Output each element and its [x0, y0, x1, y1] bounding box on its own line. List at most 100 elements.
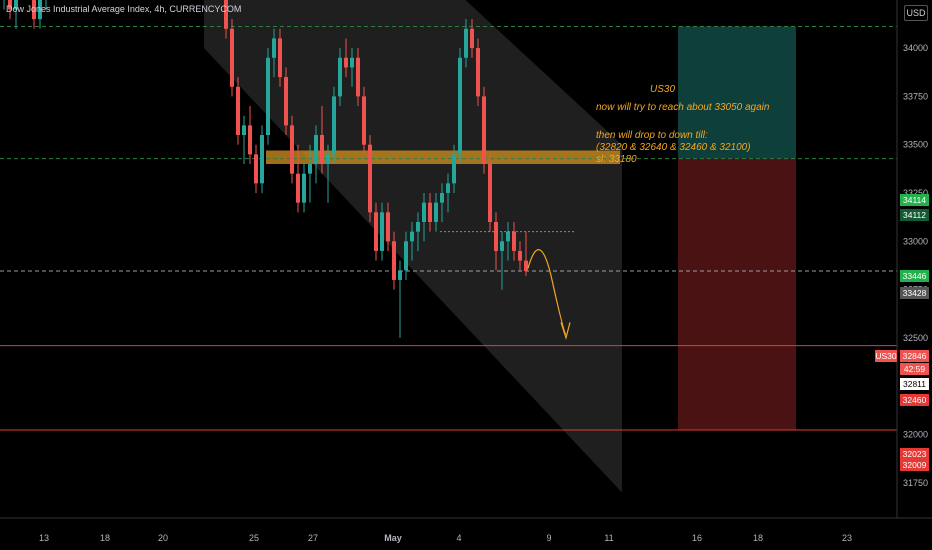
price-label: 32811 — [903, 379, 926, 389]
candle-body — [242, 125, 246, 136]
candle-body — [326, 154, 330, 165]
x-tick-label: 4 — [456, 533, 461, 543]
chart-title: Dow Jones Industrial Average Index, 4h, … — [6, 4, 242, 14]
candle-body — [278, 38, 282, 78]
candle-body — [392, 241, 396, 280]
price-label-box — [900, 287, 929, 299]
candle-body — [464, 28, 468, 58]
candle-body — [410, 231, 414, 242]
x-tick-label: 13 — [39, 533, 49, 543]
price-label: 32460 — [903, 395, 927, 405]
price-label: 33446 — [903, 271, 927, 281]
y-tick-label: 34000 — [903, 43, 928, 53]
price-label: 32023 — [903, 449, 927, 459]
candle-body — [512, 231, 516, 251]
candle-body — [302, 173, 306, 203]
candle-body — [422, 202, 426, 222]
x-tick-label: 11 — [604, 533, 613, 543]
x-tick-label: 23 — [842, 533, 852, 543]
candle-body — [248, 125, 252, 155]
y-tick-label: 33500 — [903, 140, 928, 150]
candle-body — [284, 77, 288, 126]
x-tick-label: 16 — [692, 533, 702, 543]
y-tick-label: 33250 — [903, 188, 928, 198]
annotation-heading: US30 — [650, 84, 676, 95]
candle-body — [356, 57, 360, 97]
projection-arrow — [527, 249, 567, 335]
x-tick-label: 9 — [546, 533, 551, 543]
candle-body — [320, 135, 324, 165]
candle-body — [254, 154, 258, 184]
target-zone — [678, 26, 796, 159]
candle-body — [38, 0, 42, 20]
candle-body — [344, 57, 348, 68]
x-tick-label: 20 — [158, 533, 168, 543]
candle-body — [332, 96, 336, 155]
annotation-line4: sl: 33180 — [596, 154, 637, 165]
projection-arrowhead — [560, 322, 571, 341]
price-label: 32009 — [903, 460, 927, 470]
x-tick-label: 27 — [308, 533, 318, 543]
candle-body — [368, 144, 372, 213]
candle-body — [506, 231, 510, 242]
price-label-box — [900, 270, 929, 282]
candle-body — [32, 0, 36, 20]
price-label: 33428 — [903, 288, 927, 298]
candle-body — [230, 28, 234, 87]
descending-channel — [204, 0, 622, 493]
y-tick-label: 33000 — [903, 236, 928, 246]
candle-body — [374, 212, 378, 251]
candle-body — [518, 250, 522, 261]
candle-body — [446, 183, 450, 193]
x-tick-label: 25 — [249, 533, 259, 543]
x-tick-label: May — [384, 533, 402, 543]
candle-body — [404, 241, 408, 271]
y-tick-label: 33750 — [903, 91, 928, 101]
candle-body — [500, 241, 504, 251]
price-label-box — [900, 378, 929, 390]
price-label: 34114 — [903, 195, 926, 205]
candle-body — [290, 125, 294, 174]
annotation-line1: now will try to reach about 33050 again — [596, 102, 770, 113]
price-label-box — [900, 209, 929, 221]
candle-body — [398, 270, 402, 280]
candle-body — [266, 57, 270, 136]
price-label-box — [900, 194, 929, 206]
price-label-box — [900, 459, 929, 471]
candle-body — [440, 193, 444, 203]
price-label-box — [900, 363, 929, 375]
x-tick-label: 18 — [100, 533, 110, 543]
price-label-box — [900, 448, 929, 460]
candle-body — [350, 57, 354, 68]
price-label: 42:59 — [904, 364, 926, 374]
candle-body — [308, 164, 312, 174]
currency-button[interactable]: USD — [904, 5, 928, 21]
candle-body — [494, 221, 498, 251]
annotation-line2: then will drop to down till: — [596, 130, 708, 141]
candle-body — [14, 0, 18, 10]
candle-body — [224, 0, 228, 29]
y-tick-label: 32500 — [903, 333, 928, 343]
candle-body — [380, 212, 384, 251]
y-tick-label: 32000 — [903, 430, 928, 440]
price-label-box — [875, 350, 897, 362]
price-label: 34112 — [903, 210, 926, 220]
candle-body — [488, 164, 492, 222]
candle-body — [434, 202, 438, 222]
candle-body — [476, 48, 480, 97]
candle-body — [458, 57, 462, 155]
stop-zone — [678, 158, 796, 431]
candle-body — [524, 260, 528, 272]
resistance-zone — [266, 150, 620, 165]
price-label-box — [900, 350, 929, 362]
candle-body — [362, 96, 366, 145]
candle-body — [482, 96, 486, 165]
candle-body — [428, 202, 432, 222]
candle-body — [386, 212, 390, 242]
candle-body — [296, 173, 300, 203]
price-label-box — [900, 394, 929, 406]
y-tick-label: 31750 — [903, 478, 928, 488]
candle-body — [416, 221, 420, 232]
